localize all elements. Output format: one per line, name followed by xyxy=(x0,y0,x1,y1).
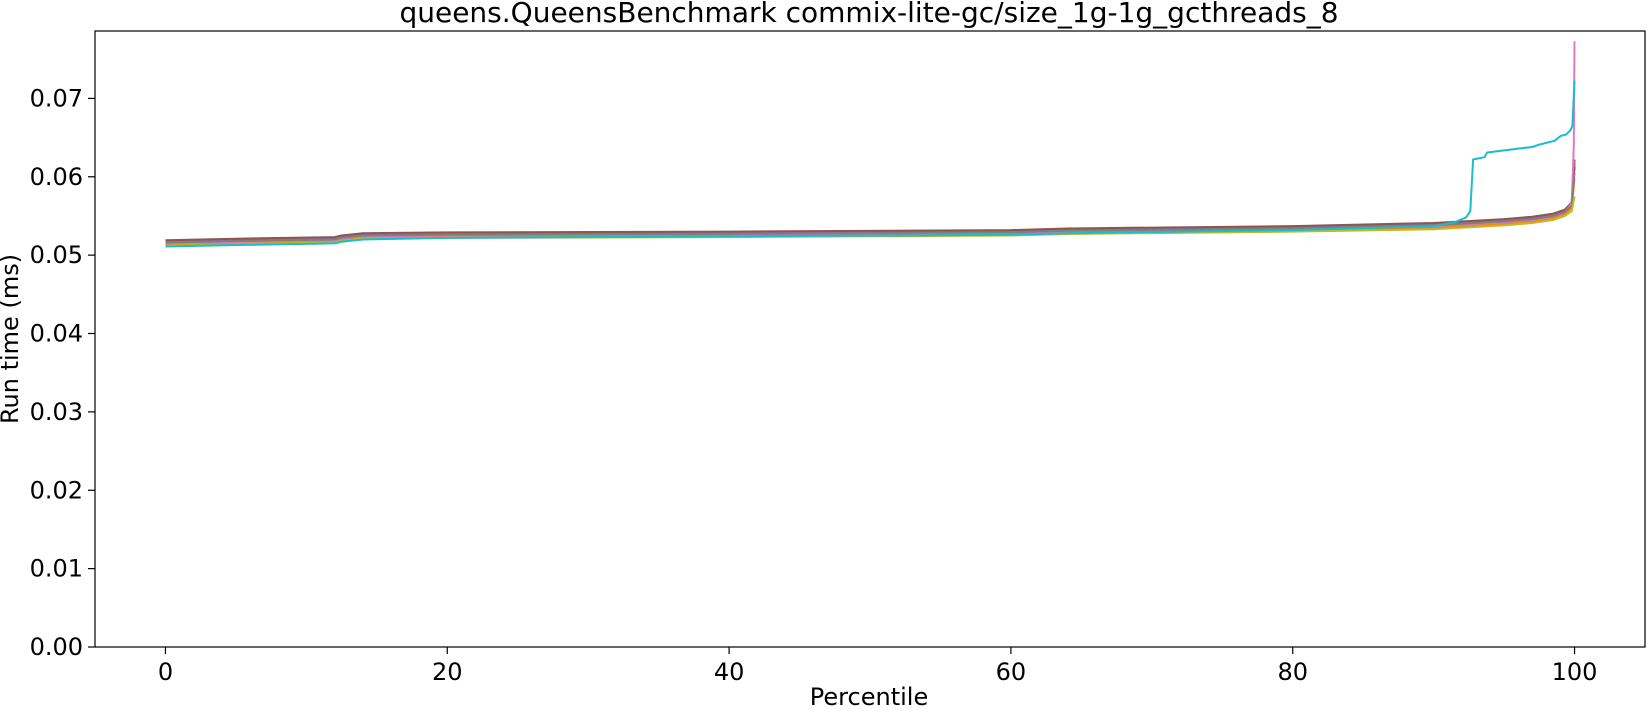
y-axis: 0.00 0.01 0.02 0.03 0.04 0.05 0.06 0.07 xyxy=(30,84,95,661)
x-axis-label: Percentile xyxy=(810,683,928,710)
plot-frame xyxy=(94,30,1646,648)
y-tick-label: 0.03 xyxy=(30,398,83,426)
y-tick-label: 0.06 xyxy=(30,163,83,191)
y-axis-label: Run time (ms) xyxy=(0,254,24,424)
y-tick-label: 0.07 xyxy=(30,84,83,112)
x-tick-label: 40 xyxy=(714,658,745,686)
y-tick-label: 0.02 xyxy=(30,476,83,504)
x-tick-label: 80 xyxy=(1277,658,1308,686)
y-tick-label: 0.05 xyxy=(30,241,83,269)
chart-title: queens.QueensBenchmark commix-lite-gc/si… xyxy=(399,0,1338,29)
series-line-6 xyxy=(165,167,1576,242)
series-line-10 xyxy=(165,80,1576,248)
series-group xyxy=(165,41,1576,248)
series-line-8 xyxy=(165,172,1576,244)
x-axis: 0 20 40 60 80 100 xyxy=(158,647,1598,686)
x-tick-label: 0 xyxy=(158,658,173,686)
y-tick-label: 0.04 xyxy=(30,320,83,348)
y-tick-label: 0.01 xyxy=(30,555,83,583)
y-tick-label: 0.00 xyxy=(30,633,83,661)
x-tick-label: 60 xyxy=(996,658,1027,686)
x-tick-label: 100 xyxy=(1552,658,1598,686)
x-tick-label: 20 xyxy=(432,658,463,686)
